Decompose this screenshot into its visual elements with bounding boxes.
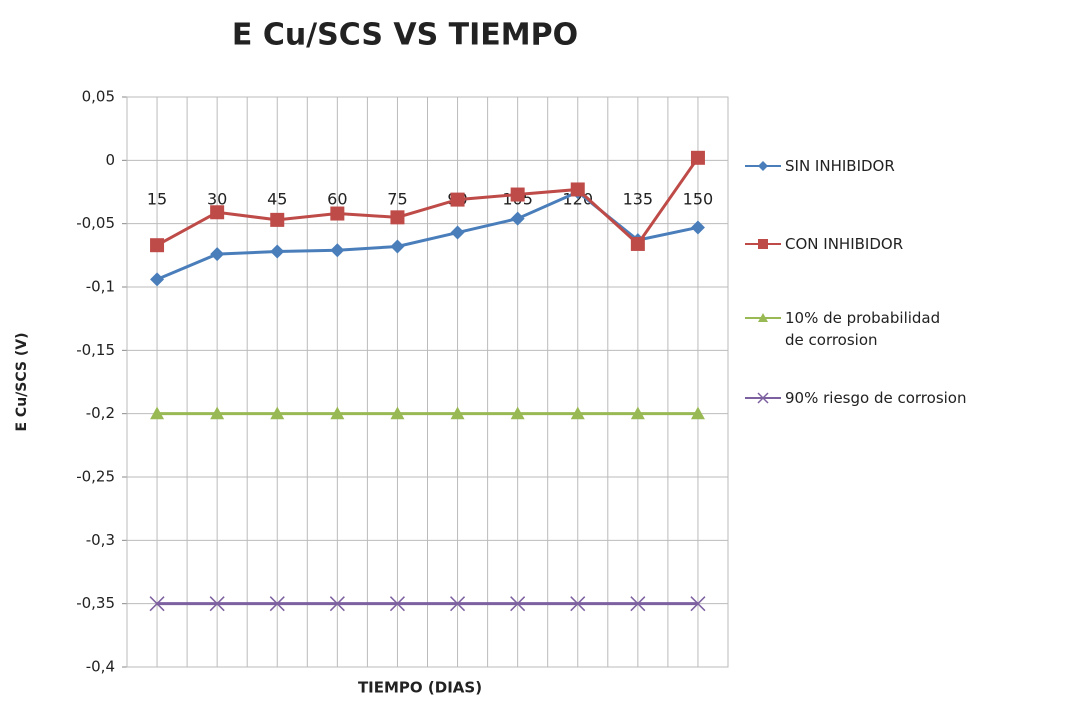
marker bbox=[450, 596, 466, 612]
y-tick-label: -0,05 bbox=[76, 214, 115, 232]
legend-entry: CON INHIBIDOR bbox=[745, 233, 1076, 255]
marker bbox=[758, 239, 768, 249]
series-line bbox=[156, 156, 700, 247]
legend-swatch bbox=[745, 313, 781, 322]
x-tick-label: 75 bbox=[387, 190, 407, 209]
y-tick-label: -0,2 bbox=[86, 404, 115, 422]
marker bbox=[270, 212, 285, 227]
y-tick-label: -0,35 bbox=[76, 594, 115, 612]
x-axis-label: TIEMPO (DIAS) bbox=[358, 679, 482, 697]
x-tick-label: 15 bbox=[147, 190, 167, 209]
marker bbox=[570, 182, 585, 197]
marker bbox=[150, 272, 165, 287]
marker bbox=[269, 596, 285, 612]
marker bbox=[210, 205, 225, 220]
plot-border bbox=[126, 96, 729, 668]
legend-label: SIN INHIBIDOR bbox=[785, 157, 895, 175]
marker bbox=[330, 206, 345, 221]
legend-swatch bbox=[745, 161, 781, 171]
marker bbox=[330, 406, 345, 420]
marker bbox=[210, 247, 225, 262]
marker bbox=[570, 406, 585, 420]
marker bbox=[270, 406, 285, 420]
legend-entry: 10% de probabilidad de corrosion bbox=[745, 307, 950, 351]
marker bbox=[630, 406, 645, 420]
marker bbox=[510, 406, 525, 420]
y-tick-label: -0,15 bbox=[76, 341, 115, 359]
marker bbox=[150, 406, 165, 420]
marker bbox=[330, 243, 345, 258]
marker bbox=[450, 192, 465, 207]
legend-label: 90% riesgo de corrosion bbox=[785, 389, 967, 407]
x-tick-label: 60 bbox=[327, 190, 347, 209]
marker bbox=[149, 596, 165, 612]
marker bbox=[690, 596, 706, 612]
marker bbox=[209, 596, 225, 612]
legend-entry: SIN INHIBIDOR bbox=[745, 155, 1076, 177]
marker bbox=[510, 211, 525, 226]
y-tick-label: -0,4 bbox=[86, 658, 115, 676]
marker bbox=[450, 406, 465, 420]
legend-swatch bbox=[745, 239, 781, 249]
legend-entry: 90% riesgo de corrosion bbox=[745, 387, 1076, 409]
marker bbox=[630, 236, 645, 251]
marker bbox=[510, 187, 525, 202]
marker bbox=[329, 596, 345, 612]
marker bbox=[510, 596, 526, 612]
legend-swatch bbox=[745, 392, 781, 404]
y-tick-label: 0,05 bbox=[82, 88, 115, 106]
marker bbox=[757, 392, 769, 404]
marker bbox=[390, 210, 405, 225]
marker bbox=[450, 225, 465, 240]
x-tick-label: 135 bbox=[623, 190, 654, 209]
x-tick-label: 150 bbox=[683, 190, 714, 209]
marker bbox=[390, 239, 405, 254]
marker bbox=[389, 596, 405, 612]
marker bbox=[390, 406, 405, 420]
y-tick-label: -0,1 bbox=[86, 278, 115, 296]
marker bbox=[210, 406, 225, 420]
x-tick-label: 30 bbox=[207, 190, 227, 209]
marker bbox=[690, 406, 705, 420]
marker bbox=[758, 161, 768, 171]
marker bbox=[150, 238, 165, 253]
marker bbox=[630, 596, 646, 612]
y-axis-label: E Cu/SCS (V) bbox=[14, 333, 30, 432]
x-tick-label: 45 bbox=[267, 190, 287, 209]
marker bbox=[570, 596, 586, 612]
y-tick-label: -0,25 bbox=[76, 468, 115, 486]
marker bbox=[270, 244, 285, 259]
legend-label: 10% de probabilidad de corrosion bbox=[785, 309, 941, 349]
marker bbox=[690, 220, 705, 235]
marker bbox=[758, 313, 768, 322]
y-tick-label: -0,3 bbox=[86, 531, 115, 549]
marker bbox=[690, 150, 705, 165]
legend-label: CON INHIBIDOR bbox=[785, 235, 904, 253]
y-tick-label: 0 bbox=[105, 151, 115, 169]
chart-title: E Cu/SCS VS TIEMPO bbox=[232, 18, 578, 53]
